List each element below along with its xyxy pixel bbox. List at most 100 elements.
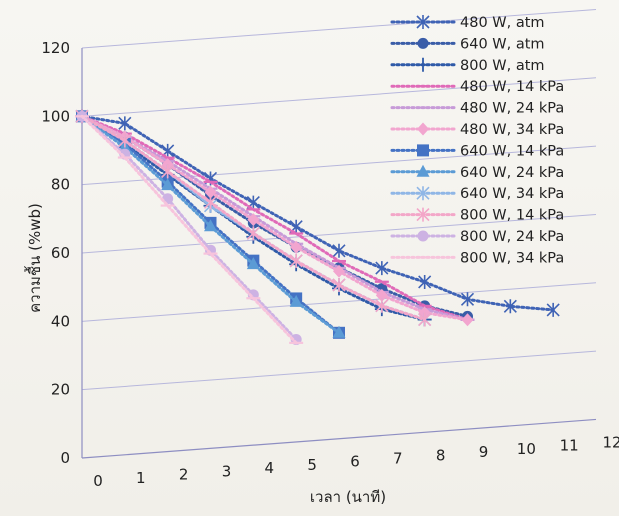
data-point <box>375 298 389 313</box>
legend-label: 800 W, 14 kPa <box>460 208 564 224</box>
legend-item: 480 W, 14 kPa <box>390 79 564 95</box>
legend-marker <box>417 122 429 136</box>
legend-label: 800 W, atm <box>460 58 545 74</box>
legend-marker <box>417 37 429 49</box>
data-point <box>118 116 132 131</box>
data-point <box>332 277 346 292</box>
legend-label: 640 W, atm <box>460 36 545 52</box>
legend-item: 480 W, 24 kPa <box>390 101 564 117</box>
data-point <box>332 325 346 338</box>
data-point <box>204 219 217 232</box>
x-tick-label: 3 <box>222 462 232 480</box>
y-tick-label: 40 <box>51 312 70 330</box>
series-line <box>80 114 555 312</box>
y-tick-label: 120 <box>41 39 70 57</box>
legend-item: 800 W, atm <box>390 57 545 74</box>
legend-marker <box>416 57 430 72</box>
legend-item: 640 W, 24 kPa <box>390 164 564 181</box>
legend-marker <box>416 164 430 177</box>
legend-label: 640 W, 24 kPa <box>460 165 564 181</box>
data-point <box>418 312 432 327</box>
legend-marker <box>417 144 429 157</box>
data-point <box>546 302 560 317</box>
data-point <box>161 178 175 191</box>
legend-item: 640 W, atm <box>390 36 545 52</box>
series-12 <box>75 114 304 345</box>
x-axis-title: เวลา (นาที) <box>310 488 386 506</box>
x-tick-label: 5 <box>307 456 317 474</box>
legend-marker <box>416 207 430 222</box>
legend-marker <box>417 230 429 242</box>
gridline-y-20 <box>81 350 597 391</box>
series-line <box>80 114 469 322</box>
legend-item: 800 W, 34 kPa <box>390 250 564 266</box>
legend-label: 800 W, 24 kPa <box>460 229 564 245</box>
y-tick-label: 20 <box>51 381 70 399</box>
x-tick-label: 12 <box>602 433 619 451</box>
legend-label: 640 W, 14 kPa <box>460 143 564 159</box>
data-point <box>204 185 217 199</box>
y-axis-title: ความชื้น (%wb) <box>24 203 44 313</box>
data-point <box>503 299 517 314</box>
data-point <box>203 195 218 210</box>
y-tick-label: 0 <box>60 449 70 467</box>
data-point <box>246 226 260 241</box>
legend-label: 480 W, 24 kPa <box>460 101 564 117</box>
x-tick-label: 2 <box>179 466 189 484</box>
data-point <box>332 243 346 258</box>
series-line <box>80 114 298 341</box>
data-point <box>290 240 303 254</box>
data-point <box>333 264 345 278</box>
legend-label: 480 W, atm <box>460 15 545 31</box>
data-point <box>375 261 389 276</box>
series-line <box>80 114 298 345</box>
x-tick-label: 10 <box>517 440 536 458</box>
x-tick-label: 6 <box>350 453 360 471</box>
x-tick-label: 1 <box>136 469 146 487</box>
x-tick-label: 8 <box>436 446 446 464</box>
gridline-y-40 <box>81 282 597 322</box>
y-tick-label: 60 <box>51 244 70 262</box>
legend-marker <box>416 15 430 29</box>
data-point <box>418 274 432 289</box>
x-tick-label: 11 <box>560 437 579 455</box>
legend: 480 W, atm 640 W, atm 800 W, atm 480 W, 14 … <box>390 15 564 266</box>
legend-label: 800 W, 34 kPa <box>460 250 564 266</box>
legend-item: 800 W, 14 kPa <box>390 207 564 224</box>
legend-label: 640 W, 34 kPa <box>460 186 564 202</box>
x-tick-label: 7 <box>393 450 403 468</box>
legend-item: 800 W, 24 kPa <box>390 229 564 245</box>
data-point <box>375 288 388 302</box>
data-point <box>289 294 303 307</box>
gridline-y-100 <box>81 77 597 117</box>
data-point <box>247 213 260 227</box>
gridline-y-120 <box>81 8 597 49</box>
gridline-y-60 <box>81 213 597 254</box>
legend-item: 640 W, 14 kPa <box>390 143 564 159</box>
data-point <box>118 133 132 148</box>
legend-label: 480 W, 34 kPa <box>460 122 564 138</box>
x-tick-label: 9 <box>479 443 489 461</box>
y-tick-label: 100 <box>41 107 70 125</box>
x-tick-label: 4 <box>265 459 275 477</box>
series-6 <box>76 109 474 327</box>
series-line <box>80 114 469 322</box>
legend-marker <box>416 186 430 201</box>
data-point <box>289 253 303 268</box>
legend-item: 480 W, atm <box>390 15 545 31</box>
data-point <box>246 257 260 270</box>
data-point <box>161 164 175 179</box>
legend-item: 480 W, 34 kPa <box>390 122 564 138</box>
series-8 <box>75 109 346 338</box>
data-point <box>460 292 475 307</box>
series-group <box>75 109 560 345</box>
x-axis-line <box>81 418 597 459</box>
x-tick-label: 0 <box>93 472 103 490</box>
series-1 <box>75 109 560 317</box>
data-point <box>461 313 474 327</box>
legend-label: 480 W, 14 kPa <box>460 79 564 95</box>
y-tick-label: 80 <box>51 176 70 194</box>
